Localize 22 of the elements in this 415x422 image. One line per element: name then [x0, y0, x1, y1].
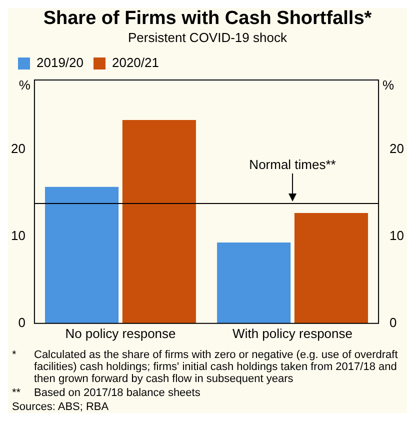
x-tick-label: With policy response [232, 326, 352, 341]
y2-axis-title: % [382, 78, 395, 93]
legend-label: 2020/21 [112, 55, 159, 70]
bar [294, 213, 368, 324]
y2-tick-label: 0 [390, 314, 397, 330]
chart-subtitle: Persistent COVID-19 shock [127, 30, 288, 45]
y-tick-label: 10 [10, 228, 26, 244]
source-note: Sources: ABS; RBA [12, 401, 110, 413]
chart-title: Share of Firms with Cash Shortfalls* [42, 8, 373, 30]
y2-tick-label: 10 [390, 228, 404, 244]
legend-label: 2019/20 [36, 55, 84, 70]
y-tick-label: 20 [10, 141, 26, 156]
text: ** Based on 2017/18 balance sheets [12, 387, 200, 399]
y-tick-label: 0 [18, 314, 26, 330]
y-axis-title: % [18, 78, 31, 93]
y2-tick-label: 20 [390, 141, 404, 156]
ref-line-label: Normal times** [249, 157, 336, 172]
text: * Calculated as the share of firms with zero or negative (e.g. use of overdraft facilities) cash holdings; firms' initial cash holdings taken from 2017/18 and then grown forward by cash flow in subsequent years [12, 349, 398, 385]
bar [122, 120, 196, 324]
x-tick-label: No policy response [65, 326, 176, 341]
bar [217, 242, 291, 324]
bar [45, 186, 119, 324]
